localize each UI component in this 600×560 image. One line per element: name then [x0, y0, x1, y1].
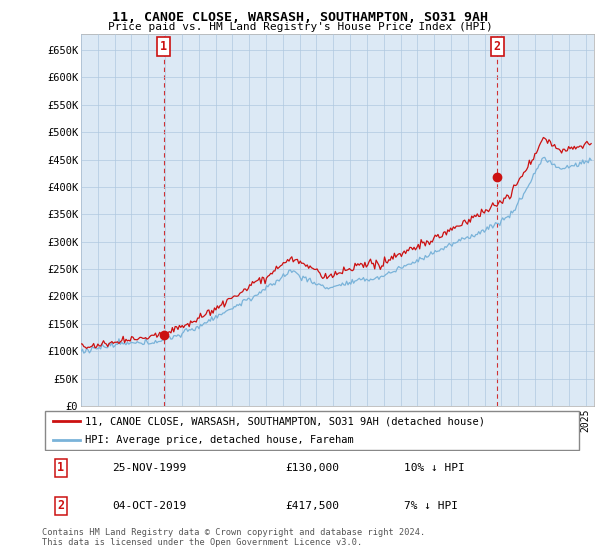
Text: 1: 1 [160, 40, 167, 53]
Text: £417,500: £417,500 [285, 501, 339, 511]
Text: 25-NOV-1999: 25-NOV-1999 [112, 463, 187, 473]
Text: 7% ↓ HPI: 7% ↓ HPI [404, 501, 458, 511]
Text: £130,000: £130,000 [285, 463, 339, 473]
Text: 10% ↓ HPI: 10% ↓ HPI [404, 463, 464, 473]
Text: 04-OCT-2019: 04-OCT-2019 [112, 501, 187, 511]
Text: 11, CANOE CLOSE, WARSASH, SOUTHAMPTON, SO31 9AH: 11, CANOE CLOSE, WARSASH, SOUTHAMPTON, S… [112, 11, 488, 24]
FancyBboxPatch shape [45, 411, 580, 450]
Text: 2: 2 [494, 40, 501, 53]
Text: 1: 1 [58, 461, 64, 474]
Text: HPI: Average price, detached house, Fareham: HPI: Average price, detached house, Fare… [85, 435, 354, 445]
Text: Contains HM Land Registry data © Crown copyright and database right 2024.
This d: Contains HM Land Registry data © Crown c… [42, 528, 425, 547]
Text: 2: 2 [58, 499, 64, 512]
Text: Price paid vs. HM Land Registry's House Price Index (HPI): Price paid vs. HM Land Registry's House … [107, 22, 493, 32]
Text: 11, CANOE CLOSE, WARSASH, SOUTHAMPTON, SO31 9AH (detached house): 11, CANOE CLOSE, WARSASH, SOUTHAMPTON, S… [85, 417, 485, 426]
